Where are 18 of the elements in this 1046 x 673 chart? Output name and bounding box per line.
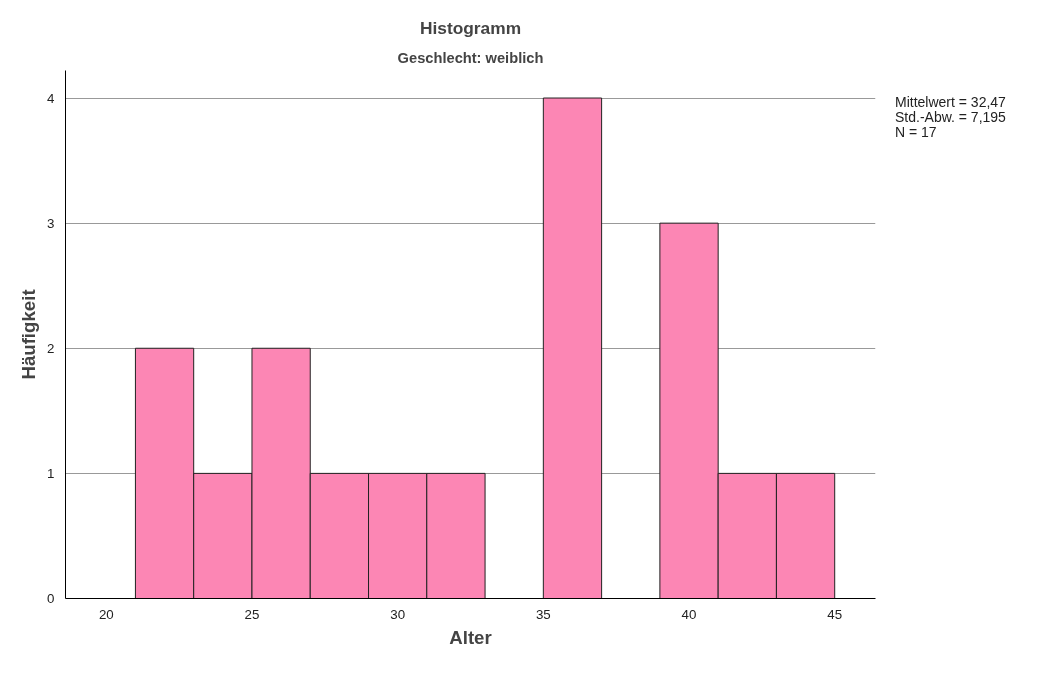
chart-title: Histogramm — [419, 17, 522, 38]
y-tick-label: 2 — [47, 340, 55, 356]
y-tick-label: 0 — [47, 591, 55, 606]
x-tick-label: 35 — [535, 606, 551, 622]
y-tick-label: 1 — [47, 465, 55, 481]
x-tick-label: 20 — [98, 606, 114, 622]
text: N = 17 — [895, 124, 938, 140]
x-axis-title: Alter — [449, 626, 492, 648]
text: Mittelwert = 32,47 — [895, 94, 1006, 110]
y-tick-label: 4 — [47, 90, 56, 106]
x-tick-label: 30 — [390, 606, 406, 622]
text: Std.-Abw. = 7,195 — [895, 109, 1006, 125]
chart-subtitle: Geschlecht: weiblich — [397, 49, 544, 66]
x-tick-label: 25 — [244, 606, 260, 622]
x-tick-label: 45 — [827, 606, 843, 622]
y-tick-label: 3 — [47, 215, 55, 231]
y-axis-title: Häufigkeit — [18, 289, 40, 380]
x-tick-label: 40 — [681, 606, 697, 622]
